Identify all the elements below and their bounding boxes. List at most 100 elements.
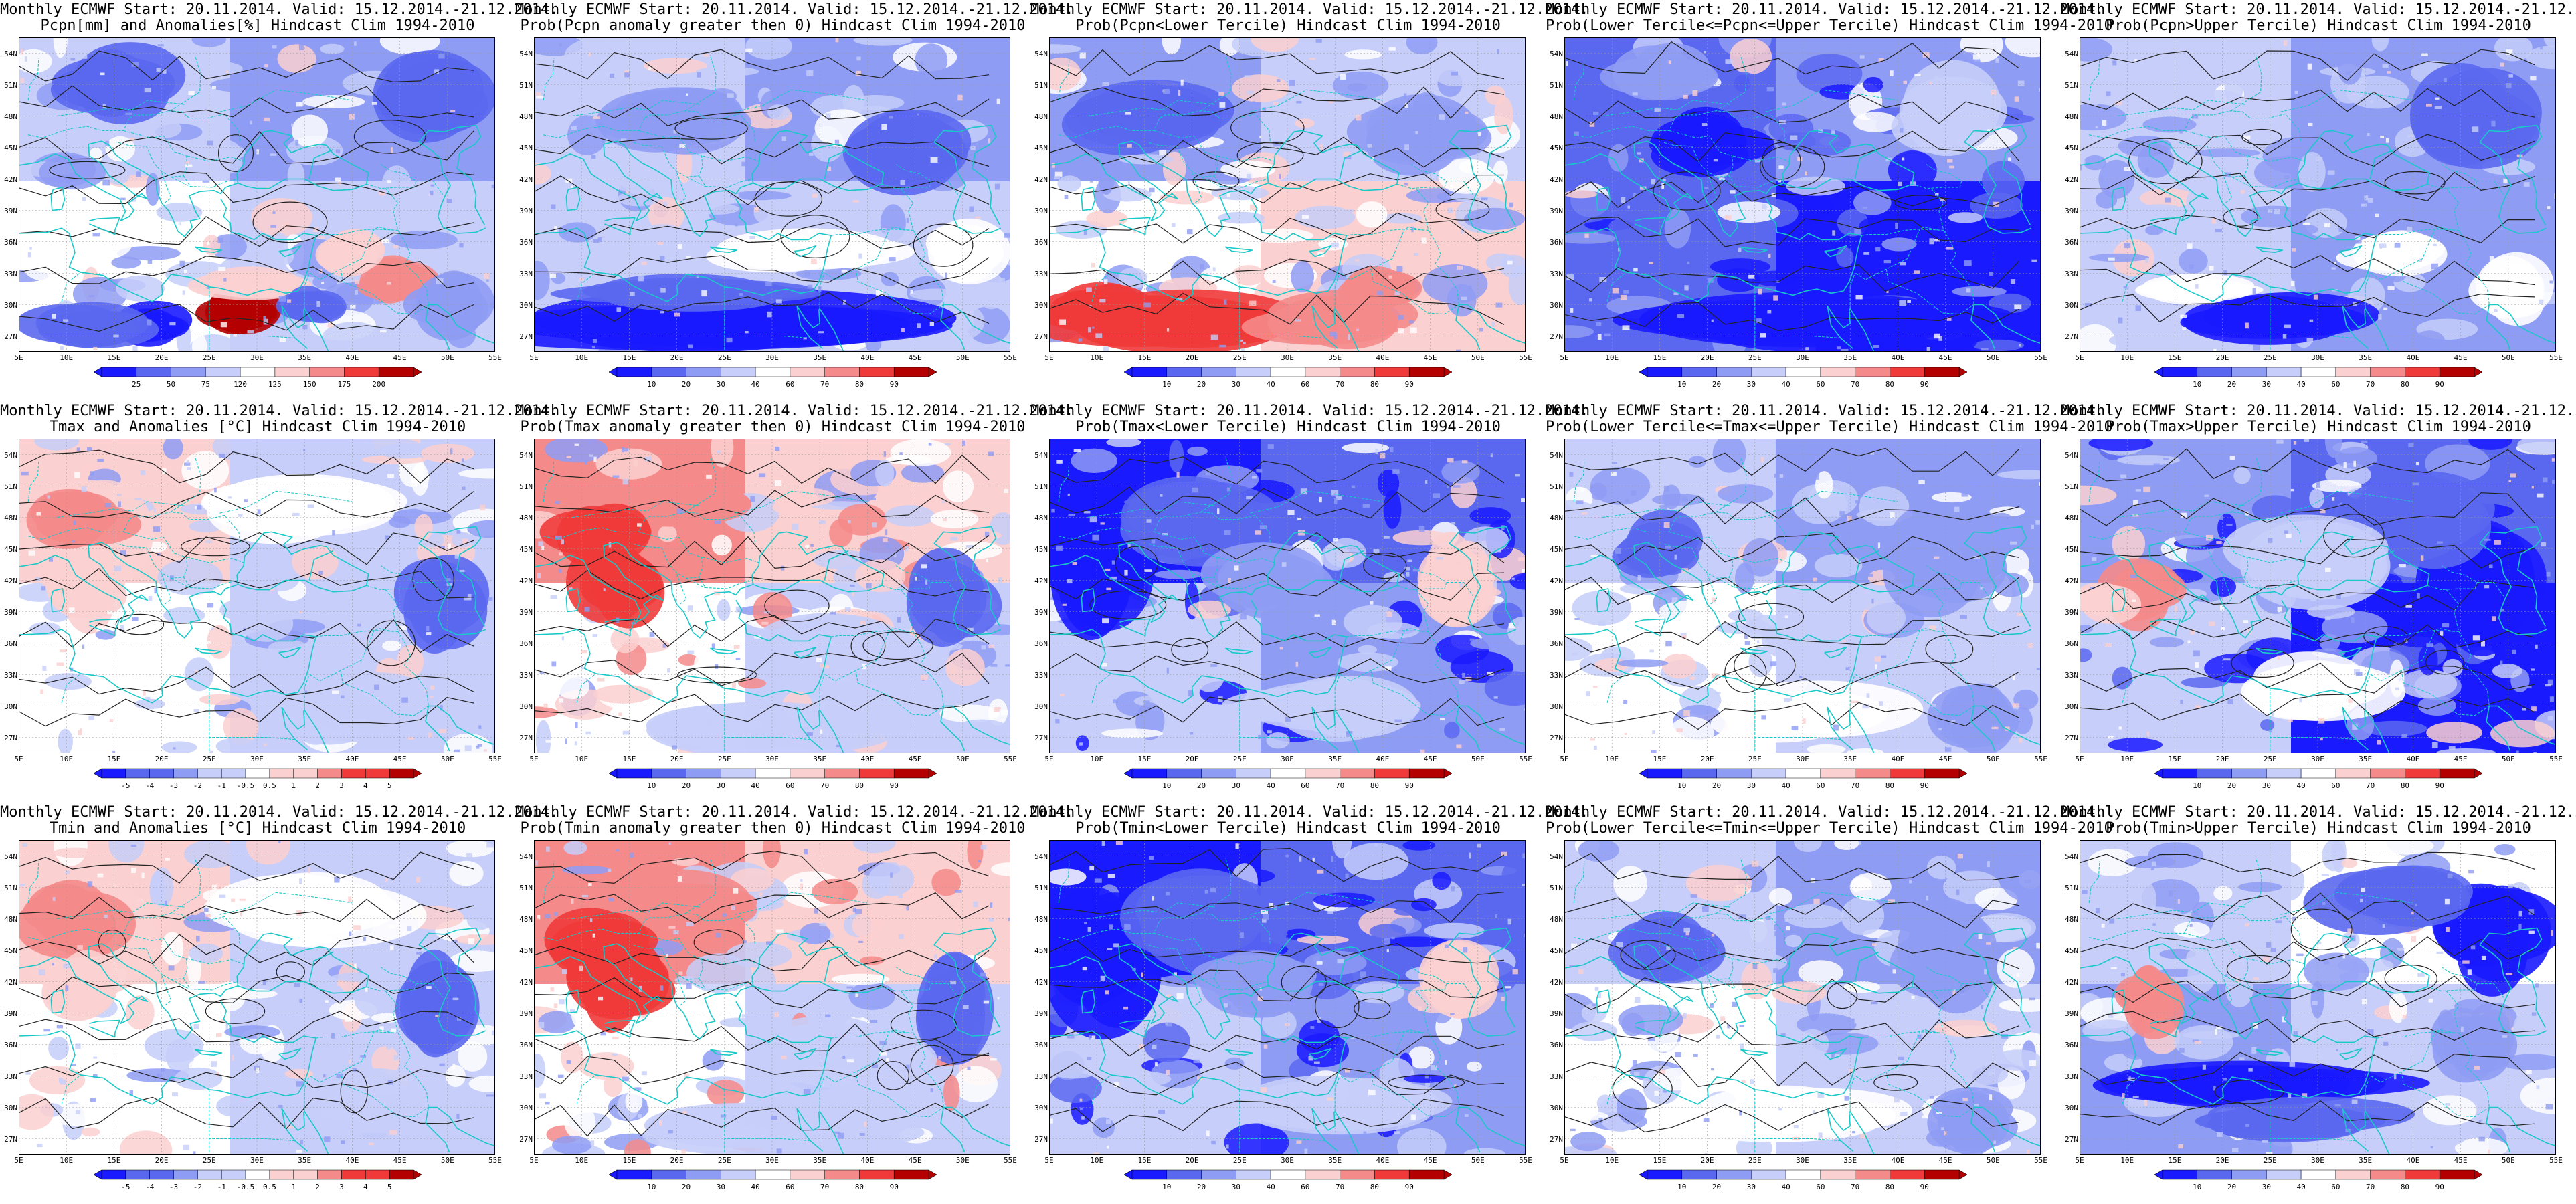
panel-title-line1: Monthly ECMWF Start: 20.11.2014. Valid: …	[515, 403, 1074, 419]
country-borders	[27, 456, 444, 753]
lat-tick-label: 42N	[1034, 576, 1048, 585]
lat-tick-label: 36N	[1034, 639, 1048, 648]
lon-tick-label: 25E	[1748, 755, 1762, 763]
lat-tick-label: 36N	[1034, 1040, 1048, 1049]
lat-tick-label: 45N	[4, 946, 17, 955]
lat-tick-label: 30N	[519, 1103, 533, 1112]
lon-tick-label: 55E	[488, 755, 502, 763]
lon-tick-label: 45E	[2454, 353, 2468, 362]
map-svg	[19, 439, 495, 753]
colorbar-label: 90	[1404, 380, 1414, 389]
lon-tick-label: 25E	[2263, 755, 2277, 763]
colorbar-label: 30	[716, 1183, 725, 1191]
field-shading	[19, 37, 495, 352]
lon-tick-label: 45E	[1423, 1156, 1437, 1165]
colorbar-label: 20	[1712, 380, 1722, 389]
lat-tick-label: 54N	[4, 450, 17, 460]
coastlines	[1049, 526, 1526, 753]
lat-tick-label: 33N	[1034, 1072, 1048, 1081]
colorbar-label: 60	[2331, 781, 2340, 790]
lat-tick-label: 39N	[1550, 1009, 1563, 1018]
colorbar-label: 70	[2366, 781, 2375, 790]
lat-tick-label: 30N	[519, 300, 533, 310]
colorbar-label: 0.5	[262, 1183, 276, 1191]
colorbar-label: 80	[1370, 781, 1380, 790]
colorbar-label: 75	[201, 380, 210, 389]
colorbar-label: 40	[751, 380, 760, 389]
lon-tick-label: 5E	[14, 1156, 23, 1165]
colorbar-label: 125	[268, 380, 282, 389]
lon-tick-label: 35E	[1328, 755, 1342, 763]
lat-tick-label: 51N	[519, 883, 533, 892]
lon-tick-label: 35E	[813, 353, 827, 362]
colorbar-label: 90	[889, 781, 899, 790]
lon-tick-label: 50E	[440, 755, 454, 763]
map-panel: Monthly ECMWF Start: 20.11.2014. Valid: …	[1030, 401, 1588, 803]
colorbar-label: 20	[1712, 781, 1722, 790]
lat-tick-label: 33N	[2065, 269, 2078, 278]
colorbar-label: 60	[1816, 781, 1825, 790]
map-svg	[1049, 439, 1526, 753]
panel-title-line2: Prob(Tmin<Lower Tercile) Hindcast Clim 1…	[1075, 820, 1501, 837]
lat-tick-label: 39N	[1034, 1009, 1048, 1018]
lon-tick-label: 15E	[1137, 1156, 1152, 1165]
lon-tick-label: 15E	[1653, 353, 1667, 362]
colorbar	[1639, 1169, 1967, 1180]
lat-tick-label: 54N	[2065, 49, 2078, 58]
lat-tick-label: 36N	[1034, 237, 1048, 247]
lon-tick-label: 50E	[1471, 353, 1485, 362]
lat-tick-label: 36N	[1550, 237, 1563, 247]
lat-tick-label: 27N	[4, 733, 17, 742]
lon-tick-label: 20E	[155, 353, 169, 362]
lon-tick-label: 50E	[1471, 1156, 1485, 1165]
colorbar-label: 30	[1746, 380, 1756, 389]
map-frame	[2080, 37, 2556, 352]
contour-lines	[534, 851, 990, 1137]
colorbar-label: 40	[1781, 380, 1790, 389]
colorbar-label: 60	[2331, 1183, 2340, 1191]
lat-tick-label: 54N	[4, 851, 17, 861]
lon-tick-label: 15E	[1653, 755, 1667, 763]
lat-tick-label: 30N	[2065, 300, 2078, 310]
lon-tick-label: 30E	[1796, 755, 1809, 763]
lon-tick-label: 40E	[1891, 755, 1905, 763]
colorbar	[94, 1169, 422, 1180]
lat-tick-label: 42N	[1550, 175, 1563, 184]
map-frame	[1564, 439, 2041, 753]
panel-title-line2: Tmin and Anomalies [°C] Hindcast Clim 19…	[49, 820, 466, 837]
lat-tick-label: 54N	[1550, 450, 1563, 460]
lon-tick-label: 30E	[765, 755, 779, 763]
lat-tick-label: 27N	[519, 733, 533, 742]
panel-title-line1: Monthly ECMWF Start: 20.11.2014. Valid: …	[2061, 403, 2576, 419]
lat-tick-label: 48N	[519, 914, 533, 924]
map-panel: Monthly ECMWF Start: 20.11.2014. Valid: …	[2061, 803, 2576, 1204]
colorbar-label: 30	[2262, 1183, 2271, 1191]
lon-tick-label: 45E	[1938, 755, 1952, 763]
colorbar-label: 10	[647, 1183, 656, 1191]
colorbar-label: 10	[647, 781, 656, 790]
map-svg	[534, 37, 1010, 352]
country-borders	[543, 55, 959, 352]
lon-tick-label: 10E	[60, 755, 74, 763]
map-panel: Monthly ECMWF Start: 20.11.2014. Valid: …	[1030, 0, 1588, 401]
lat-tick-label: 51N	[4, 883, 17, 892]
lat-tick-label: 33N	[1550, 1072, 1563, 1081]
lon-tick-label: 15E	[622, 755, 636, 763]
colorbar-label: 1	[291, 1183, 296, 1191]
lon-tick-label: 50E	[2501, 755, 2515, 763]
colorbar-label: 70	[1336, 380, 1345, 389]
map-svg	[2080, 439, 2556, 753]
lat-tick-label: 33N	[4, 1072, 17, 1081]
lon-tick-label: 5E	[2075, 353, 2084, 362]
colorbar-label: 90	[1404, 781, 1414, 790]
colorbar-label: 60	[786, 781, 795, 790]
lon-tick-label: 25E	[1748, 1156, 1762, 1165]
lon-tick-label: 35E	[298, 353, 312, 362]
lat-tick-label: 54N	[519, 450, 533, 460]
map-frame	[1564, 840, 2041, 1155]
colorbar-label: 200	[372, 380, 386, 389]
lat-tick-label: 48N	[1034, 112, 1048, 121]
lat-tick-label: 54N	[4, 49, 17, 58]
colorbar-label: 70	[1336, 781, 1345, 790]
lon-tick-label: 50E	[2501, 1156, 2515, 1165]
